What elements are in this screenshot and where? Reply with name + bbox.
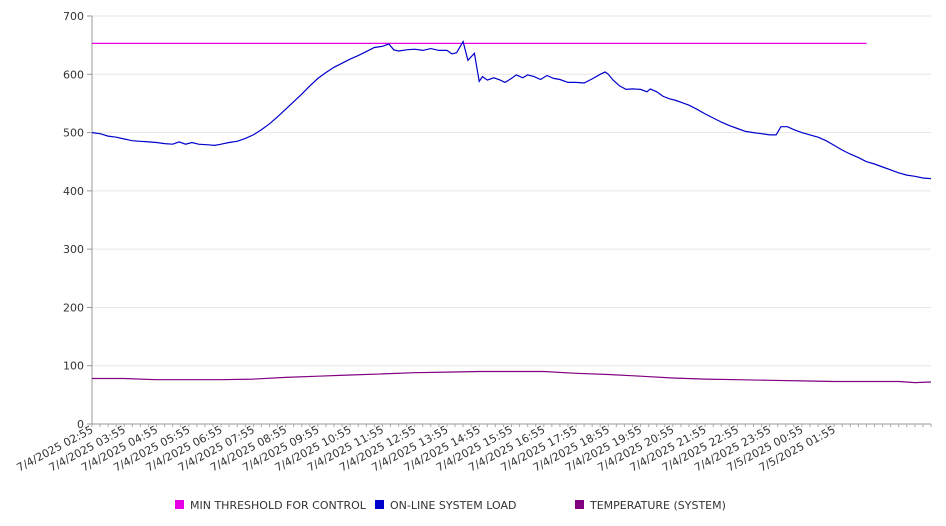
axes: [91, 16, 931, 425]
legend: MIN THRESHOLD FOR CONTROL ON-LINE SYSTEM …: [175, 499, 726, 512]
series-lines: [91, 40, 932, 384]
legend-label-2: ON-LINE SYSTEM LOAD: [390, 499, 516, 512]
y-tick-label-0: 0: [77, 418, 84, 431]
legend-swatch-2: [375, 500, 384, 509]
y-tick-label-700: 700: [63, 10, 84, 23]
legend-swatch-3: [575, 500, 584, 509]
y-tick-label-600: 600: [63, 68, 84, 81]
series-line-2: [91, 40, 932, 180]
x-axis-ticks: 7/4/2025 02:557/4/2025 03:557/4/2025 04:…: [15, 423, 932, 474]
legend-label-3: TEMPERATURE (SYSTEM): [589, 499, 726, 512]
legend-swatch-1: [175, 500, 184, 509]
y-tick-label-400: 400: [63, 185, 84, 198]
legend-label-1: MIN THRESHOLD FOR CONTROL: [190, 499, 367, 512]
y-tick-label-500: 500: [63, 127, 84, 140]
y-tick-label-300: 300: [63, 243, 84, 256]
gridlines: [92, 15, 931, 367]
y-tick-label-100: 100: [63, 360, 84, 373]
series-line-3: [92, 370, 932, 384]
y-axis-ticks: 0 100 200 300 400 500 600 700: [63, 10, 92, 431]
y-tick-label-200: 200: [63, 301, 84, 314]
